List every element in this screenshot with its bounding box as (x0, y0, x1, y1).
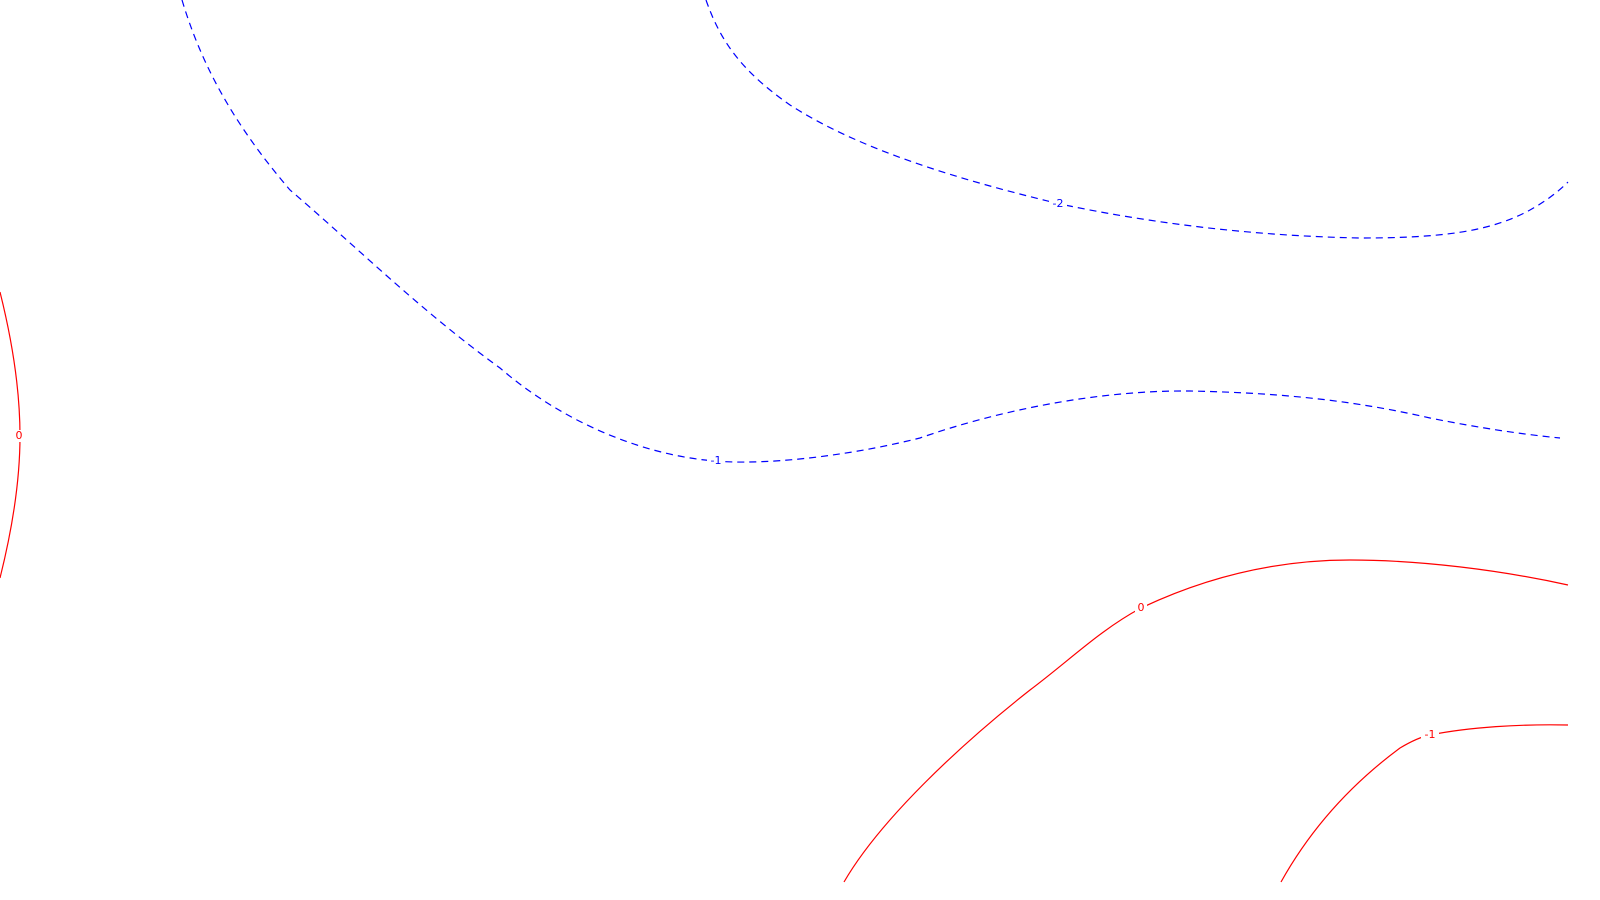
contour-label-bg-c-upper-neg2 (1049, 198, 1067, 210)
contour-label-c-upper-neg2: -2 (1053, 197, 1064, 210)
contour-label-bg-c-middle-neg1 (707, 455, 725, 467)
contour-labels: 0 -2 -1 0 -1 (13, 197, 1439, 741)
contour-label-bg-c-left-0 (13, 430, 25, 442)
contour-label-c-lower-right-1: -1 (1425, 728, 1436, 741)
contour-label-c-middle-neg1: -1 (711, 454, 722, 467)
contour-line-c-upper-neg2 (705, 0, 1569, 239)
contour-label-bg-c-lower-right-1 (1421, 729, 1439, 741)
contour-label-c-left-0: 0 (16, 429, 23, 442)
contour-line-c-lower-right-1 (1280, 724, 1569, 883)
contour-line-c-middle-neg1 (181, 0, 1561, 463)
contour-label-bg-c-lower-0 (1135, 602, 1147, 614)
contour-label-c-lower-0: 0 (1138, 601, 1145, 614)
